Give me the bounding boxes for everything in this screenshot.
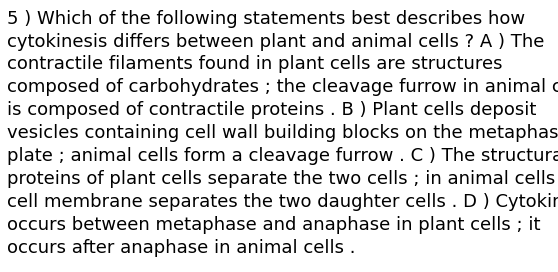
Text: is composed of contractile proteins . B ) Plant cells deposit: is composed of contractile proteins . B … (7, 101, 537, 119)
Text: occurs after anaphase in animal cells .: occurs after anaphase in animal cells . (7, 239, 356, 257)
Text: plate ; animal cells form a cleavage furrow . C ) The structural: plate ; animal cells form a cleavage fur… (7, 147, 558, 165)
Text: contractile filaments found in plant cells are structures: contractile filaments found in plant cel… (7, 55, 503, 73)
Text: composed of carbohydrates ; the cleavage furrow in animal cells: composed of carbohydrates ; the cleavage… (7, 79, 558, 97)
Text: vesicles containing cell wall building blocks on the metaphase: vesicles containing cell wall building b… (7, 125, 558, 143)
Text: proteins of plant cells separate the two cells ; in animal cells , a: proteins of plant cells separate the two… (7, 171, 558, 188)
Text: occurs between metaphase and anaphase in plant cells ; it: occurs between metaphase and anaphase in… (7, 217, 541, 234)
Text: cytokinesis differs between plant and animal cells ? A ) The: cytokinesis differs between plant and an… (7, 33, 545, 51)
Text: 5 ) Which of the following statements best describes how: 5 ) Which of the following statements be… (7, 10, 526, 27)
Text: cell membrane separates the two daughter cells . D ) Cytokinesis: cell membrane separates the two daughter… (7, 193, 558, 211)
